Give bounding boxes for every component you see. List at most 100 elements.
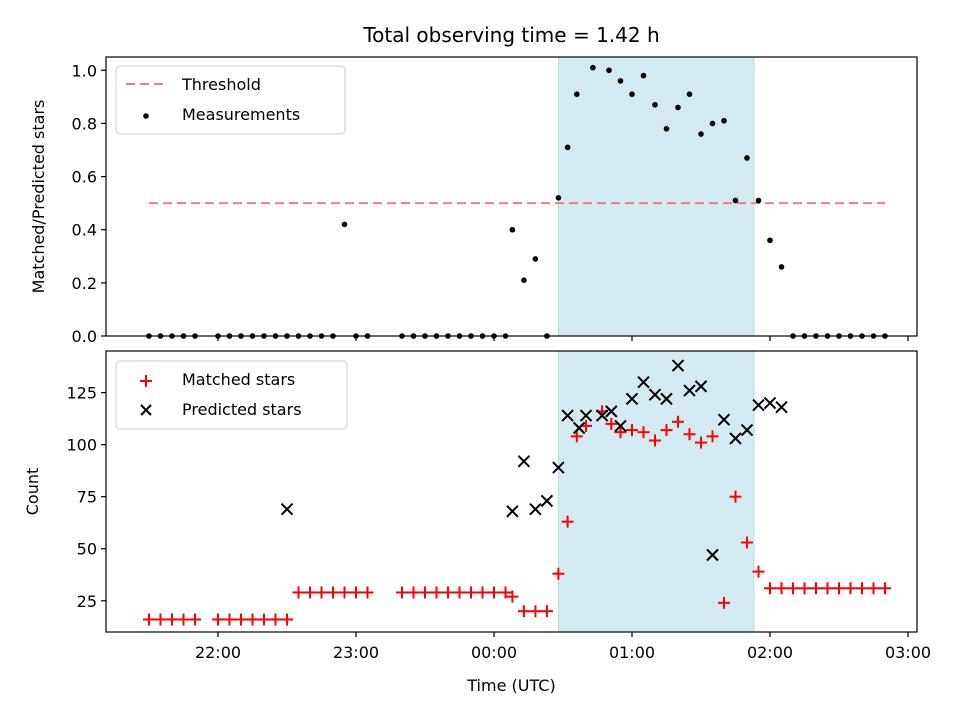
predicted-star-point: [605, 405, 618, 418]
predicted-star-point-b: [648, 388, 662, 401]
predicted-legend-label: Predicted stars: [182, 400, 302, 419]
matched-star-point: [706, 430, 719, 443]
matched-star-point: [327, 586, 339, 599]
matched-star-point: [672, 415, 684, 428]
predicted-star-point-b: [529, 502, 542, 516]
matched-star-point: [637, 426, 650, 439]
matched-star-point: [626, 424, 638, 437]
predicted-star-point-b: [706, 548, 719, 562]
bottom-y-ticks: 25 50 75 100 125: [66, 384, 106, 611]
matched-star-point: [764, 582, 776, 595]
top-y-tick-label: 1.0: [72, 61, 97, 80]
top-y-tick-label: 0.6: [72, 168, 97, 187]
bottom-legend: Matched stars Predicted stars: [115, 360, 348, 430]
matched-star-point: [488, 586, 500, 599]
predicted-star-point: [552, 461, 565, 474]
top-axes-frame: [105, 56, 918, 337]
predicted-star-point: [740, 423, 754, 437]
matched-star-point: [465, 586, 477, 599]
predicted-star-point-b: [763, 396, 777, 410]
measurement-point: [555, 195, 562, 201]
predicted-star-point: [694, 380, 708, 393]
chart-title: Total observing time = 1.42 h: [362, 23, 659, 47]
top-y-tick-label: 0.4: [72, 221, 97, 240]
predicted-star-point: [671, 359, 685, 372]
matched-star-point: [453, 586, 466, 599]
matched-star-point: [729, 490, 742, 503]
predicted-star-point: [752, 398, 765, 412]
matched-star-point: [430, 586, 443, 599]
matched-star-point: [741, 536, 753, 549]
matched-star-point: [442, 586, 454, 599]
matched-star-point: [189, 613, 201, 626]
predicted-star-point-b: [752, 398, 765, 412]
bottom-panel: 25 50 75 100 125 22:00 23:00 00:00 01:00 02:00 03…: [23, 350, 931, 695]
predicted-star-point: [561, 409, 574, 422]
predicted-star-point-b: [775, 400, 788, 414]
top-y-axis-label: Matched/Predicted stars: [29, 100, 48, 294]
measurement-point: [532, 256, 539, 262]
matched-star-point: [517, 605, 530, 618]
matched-star-point: [269, 613, 282, 626]
predicted-star-point-b: [561, 409, 574, 422]
matched-star-point: [844, 582, 857, 595]
matched-star-point: [879, 582, 891, 595]
matched-star-point: [246, 613, 259, 626]
matched-star-point: [752, 565, 765, 578]
matched-star-point: [177, 613, 190, 626]
measurement-point: [652, 102, 658, 108]
predicted-star-point-b: [579, 409, 593, 422]
matched-star-point: [350, 586, 362, 599]
matched-star-point: [338, 586, 351, 599]
predicted-star-point-b: [740, 423, 754, 437]
x-tick-label: 02:00: [747, 643, 793, 662]
bottom-y-axis-label: Count: [23, 468, 42, 516]
predicted-star-point-b: [717, 413, 731, 426]
matched-star-point: [649, 434, 661, 447]
predicted-star-point-b: [625, 392, 639, 406]
matched-star-point: [833, 582, 845, 595]
top-y-tick-label: 0.8: [72, 114, 97, 133]
matched-star-point: [683, 428, 696, 441]
matched-star-point: [499, 586, 512, 599]
predicted-star-point: [763, 396, 777, 410]
measurement-point: [521, 277, 527, 284]
matched-legend-swatch: [140, 375, 152, 387]
matched-star-point: [540, 605, 553, 618]
matched-star-point: [605, 417, 618, 430]
matched-star-point: [361, 586, 374, 599]
matched-star-point: [614, 426, 627, 439]
predicted-legend-swatch: [140, 404, 152, 416]
predicted-star-point-b: [595, 409, 609, 422]
top-y-tick-label: 0.2: [72, 274, 97, 293]
matched-star-point: [143, 613, 155, 626]
top-legend: Threshold Measurements: [115, 65, 346, 135]
measurement-point: [640, 72, 647, 79]
measurement-point: [590, 64, 596, 71]
matched-star-point: [212, 613, 224, 626]
matched-star-point: [810, 582, 822, 595]
x-tick-label: 22:00: [195, 643, 241, 662]
matched-star-point: [798, 582, 811, 595]
matched-star-point: [419, 586, 431, 599]
predicted-star-point-b: [637, 376, 650, 389]
predicted-star-point-b: [729, 432, 742, 445]
matched-star-point: [856, 582, 868, 595]
predicted-star-point: [572, 421, 586, 435]
top-observing-window: [557, 56, 755, 337]
predicted-star-point: [540, 494, 554, 508]
predicted-star-point-b: [506, 505, 519, 518]
matched-star-point: [506, 590, 519, 603]
matched-legend-label: Matched stars: [182, 370, 295, 389]
top-x-ticks: [217, 336, 909, 341]
matched-star-point: [154, 613, 167, 626]
matched-star-point: [718, 596, 730, 609]
matched-star-point: [476, 586, 489, 599]
bottom-y-tick-label: 75: [77, 488, 97, 507]
matched-star-point: [529, 605, 542, 618]
measurement-point: [744, 155, 750, 161]
measurement-point: [564, 144, 571, 151]
matched-star-point: [561, 515, 574, 528]
measurement-point: [755, 197, 762, 204]
predicted-star-point: [625, 392, 639, 406]
